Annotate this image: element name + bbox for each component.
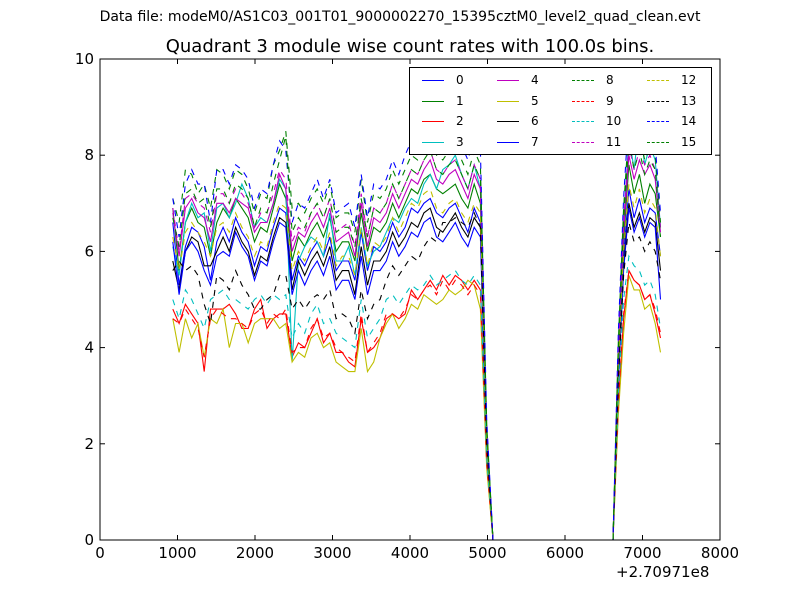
legend-label-5: 5 [531,93,539,108]
legend-label-10: 10 [606,114,622,128]
series-line-5 [172,275,662,541]
data-file-title: Data file: modeM0/AS1C03_001T01_90000022… [99,9,701,25]
legend-swatch-11 [572,141,594,143]
legend-label-14: 14 [681,114,697,128]
legend-item-9: 9 [564,91,639,111]
legend-swatch-4 [497,80,519,81]
series-line-0 [172,188,662,541]
legend-label-2: 2 [456,114,464,128]
legend-item-7: 7 [489,132,564,152]
legend-swatch-2 [422,121,444,122]
legend-swatch-14 [647,121,669,122]
legend-label-9: 9 [606,93,614,108]
legend-label-15: 15 [681,134,697,149]
y-tick-label-0: 0 [84,531,94,549]
legend-item-14: 14 [639,111,714,131]
legend-swatch-7 [497,141,519,143]
x-tick-label-1000: 1000 [158,544,196,562]
series-line-13 [172,211,662,541]
x-tick-label-7000: 7000 [623,544,661,562]
legend: 0 1 2 3 4 5 6 7 8 9 10 11 12 13 14 15 [409,67,712,155]
legend-label-6: 6 [531,114,539,128]
legend-label-8: 8 [606,73,614,87]
legend-swatch-15 [647,141,669,143]
legend-swatch-12 [647,80,669,81]
y-tick-label-2: 2 [84,435,94,453]
series-line-6 [172,203,662,541]
legend-swatch-3 [422,141,444,143]
legend-item-1: 1 [414,91,489,111]
legend-item-0: 0 [414,70,489,90]
legend-item-10: 10 [564,111,639,131]
legend-label-12: 12 [681,73,697,87]
series-line-1 [172,164,662,541]
y-tick-label-8: 8 [84,146,94,164]
x-tick-label-3000: 3000 [313,544,351,562]
legend-swatch-10 [572,121,594,122]
x-tick-label-0: 0 [95,544,105,562]
legend-item-8: 8 [564,70,639,90]
legend-item-2: 2 [414,111,489,131]
legend-label-3: 3 [456,134,464,149]
legend-label-1: 1 [456,93,464,108]
y-tick-label-10: 10 [75,50,94,68]
legend-swatch-5 [497,100,519,102]
x-tick-label-8000: 8000 [701,544,739,562]
legend-label-4: 4 [531,73,539,87]
y-tick-label-6: 6 [84,242,94,260]
legend-label-13: 13 [681,93,697,108]
legend-item-3: 3 [414,132,489,152]
x-tick-label-5000: 5000 [468,544,506,562]
series-line-7 [172,207,662,541]
y-tick-label-4: 4 [84,339,94,357]
x-axis-offset-label: +2.70971e8 [616,563,710,581]
x-tick-label-6000: 6000 [546,544,584,562]
series-line-8 [172,126,662,541]
legend-label-7: 7 [531,134,539,149]
series-line-2 [172,268,662,541]
legend-item-11: 11 [564,132,639,152]
series-line-9 [172,268,662,541]
legend-swatch-9 [572,100,594,102]
legend-item-15: 15 [639,132,714,152]
series-line-4 [172,155,662,541]
legend-item-4: 4 [489,70,564,90]
series-line-11 [172,145,662,541]
legend-item-6: 6 [489,111,564,131]
x-tick-label-2000: 2000 [236,544,274,562]
legend-swatch-13 [647,100,669,102]
legend-swatch-1 [422,100,444,102]
legend-item-5: 5 [489,91,564,111]
legend-swatch-0 [422,80,444,81]
series-line-15 [172,135,662,541]
legend-item-13: 13 [639,91,714,111]
legend-label-11: 11 [606,134,622,149]
legend-item-12: 12 [639,70,714,90]
legend-swatch-8 [572,80,594,81]
legend-swatch-6 [497,121,519,122]
x-tick-label-4000: 4000 [391,544,429,562]
series-line-14 [172,111,662,541]
legend-label-0: 0 [456,73,464,87]
chart-title: Quadrant 3 module wise count rates with … [165,36,655,57]
